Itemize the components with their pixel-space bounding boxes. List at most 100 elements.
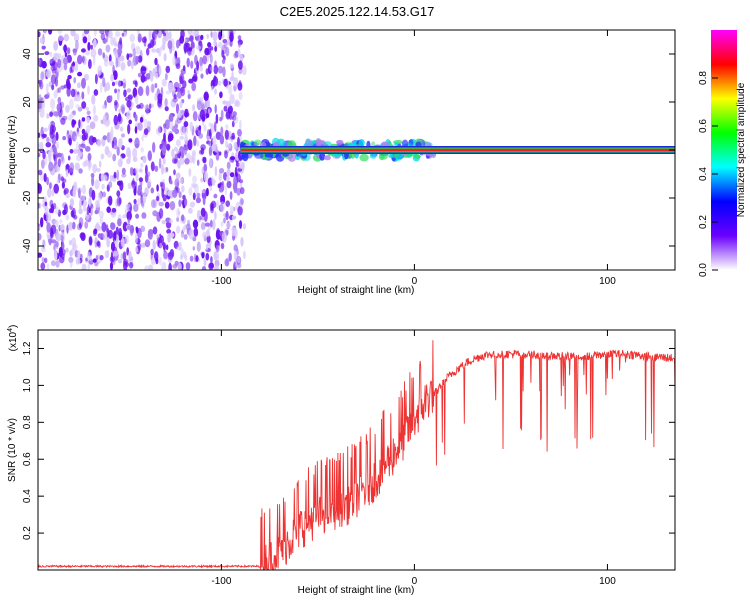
y-tick-label: 1.2	[22, 341, 33, 355]
noise-speckle	[78, 208, 83, 215]
noise-speckle	[100, 32, 106, 41]
noise-speckle	[226, 222, 231, 229]
noise-speckle	[57, 158, 61, 168]
noise-speckle	[108, 30, 113, 39]
noise-speckle	[140, 242, 146, 248]
noise-speckle	[129, 167, 134, 176]
noise-speckle	[40, 262, 46, 270]
noise-speckle	[73, 148, 78, 154]
y-tick-label: -40	[22, 238, 33, 253]
noise-speckle	[229, 172, 235, 178]
noise-speckle	[208, 146, 213, 156]
noise-speckle	[180, 233, 184, 238]
noise-speckle	[106, 228, 110, 239]
noise-speckle	[91, 175, 95, 187]
noise-speckle	[122, 214, 127, 219]
noise-speckle	[183, 234, 188, 240]
noise-speckle	[44, 201, 48, 207]
noise-speckle	[77, 82, 81, 89]
noise-speckle	[97, 139, 102, 147]
noise-speckle	[156, 184, 159, 192]
noise-speckle	[169, 121, 174, 130]
noise-speckle	[162, 35, 168, 41]
noise-speckle	[147, 43, 152, 49]
noise-speckle	[163, 32, 167, 37]
noise-speckle	[187, 93, 191, 100]
noise-speckle	[206, 98, 211, 110]
noise-speckle	[53, 145, 57, 155]
noise-speckle	[160, 182, 165, 192]
noise-speckle	[158, 65, 162, 76]
noise-speckle	[97, 48, 103, 56]
noise-speckle	[75, 141, 79, 152]
noise-speckle	[192, 104, 196, 112]
noise-speckle	[189, 35, 194, 42]
colorbar-tick-label: 0.0	[698, 263, 709, 277]
noise-speckle	[231, 215, 236, 220]
noise-speckle	[186, 153, 191, 160]
noise-speckle	[72, 65, 77, 71]
noise-speckle	[131, 60, 134, 70]
noise-speckle	[215, 245, 220, 253]
noise-speckle	[41, 159, 45, 169]
noise-speckle	[164, 98, 168, 107]
noise-speckle	[231, 226, 237, 233]
noise-speckle	[181, 214, 185, 222]
noise-speckle	[87, 160, 92, 171]
noise-speckle	[201, 266, 207, 270]
noise-speckle	[127, 225, 133, 231]
noise-speckle	[48, 30, 53, 35]
noise-speckle	[238, 60, 243, 70]
noise-speckle	[162, 242, 166, 251]
noise-speckle	[150, 161, 155, 172]
noise-speckle	[127, 218, 131, 224]
noise-speckle	[176, 39, 180, 49]
noise-speckle	[237, 48, 241, 58]
noise-speckle	[78, 119, 81, 129]
colorbar-gradient	[711, 30, 737, 270]
noise-speckle	[124, 234, 129, 245]
noise-speckle	[180, 86, 186, 97]
noise-speckle	[206, 33, 209, 40]
noise-speckle	[147, 150, 152, 161]
noise-speckle	[203, 163, 208, 173]
noise-speckle	[72, 187, 76, 198]
noise-speckle	[87, 34, 91, 42]
noise-speckle	[81, 77, 86, 89]
noise-speckle	[63, 189, 67, 196]
signal-speckle	[253, 139, 262, 146]
noise-speckle	[74, 162, 80, 171]
noise-speckle	[161, 220, 167, 225]
noise-speckle	[187, 139, 193, 151]
noise-speckle	[195, 197, 201, 204]
noise-speckle	[230, 156, 236, 161]
noise-speckle	[55, 260, 60, 268]
noise-speckle	[175, 149, 180, 154]
noise-speckle	[206, 135, 211, 141]
noise-speckle	[226, 161, 231, 170]
noise-speckle	[44, 257, 48, 264]
noise-speckle	[63, 44, 67, 53]
noise-speckle	[154, 165, 159, 172]
noise-speckle	[117, 115, 123, 125]
noise-speckle	[81, 48, 86, 53]
noise-speckle	[140, 225, 146, 232]
noise-speckle	[225, 124, 229, 130]
noise-speckle	[121, 32, 125, 37]
noise-speckle	[53, 202, 57, 210]
noise-speckle	[189, 201, 196, 208]
noise-speckle	[110, 222, 116, 230]
noise-speckle	[115, 57, 119, 68]
noise-speckle	[206, 235, 211, 243]
noise-speckle	[135, 213, 140, 219]
tone-band-core	[240, 148, 675, 152]
noise-speckle	[172, 189, 178, 198]
noise-speckle	[82, 36, 88, 44]
noise-speckle	[152, 210, 158, 217]
noise-speckle	[145, 104, 150, 115]
noise-speckle	[46, 113, 50, 119]
noise-speckle	[115, 80, 118, 85]
noise-speckle	[66, 47, 71, 55]
noise-speckle	[224, 185, 227, 196]
noise-speckle	[200, 147, 205, 155]
